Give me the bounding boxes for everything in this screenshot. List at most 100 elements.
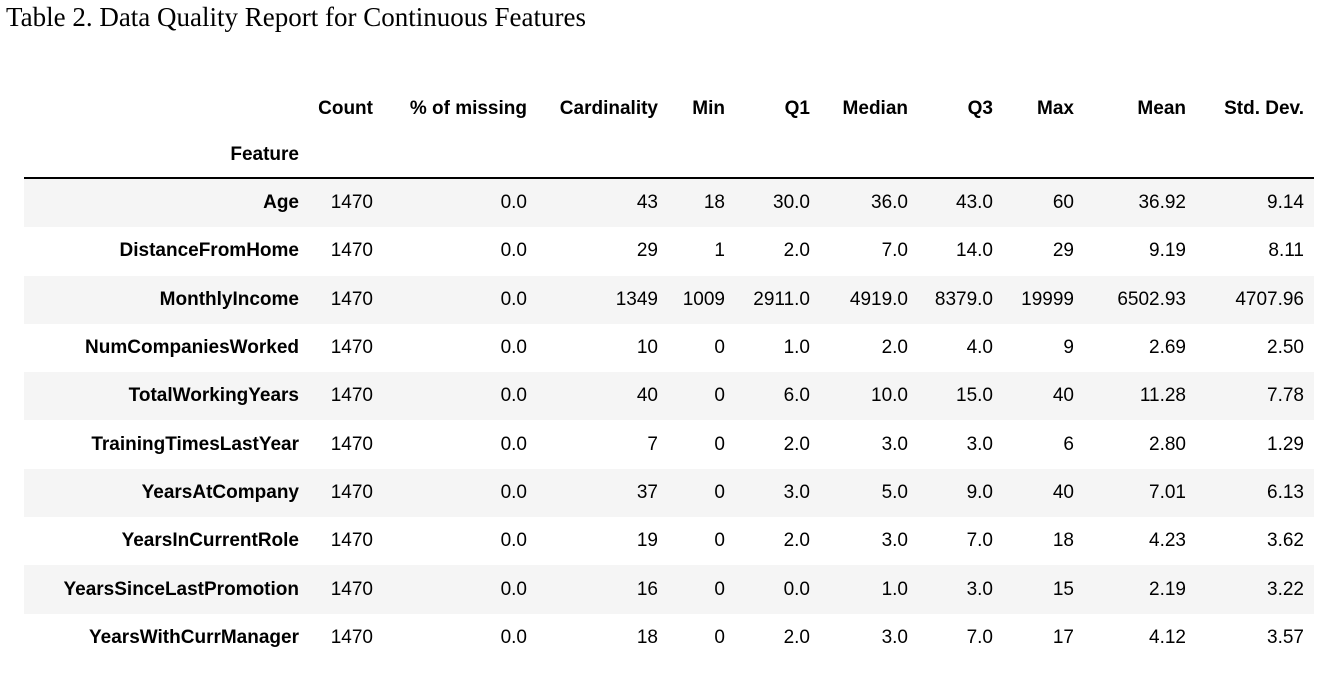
table-cell: 9.14 <box>1267 192 1304 214</box>
table-cell: 16 <box>636 578 658 600</box>
column-header-row: Count % of missing Cardinality Min Q1 Me… <box>24 82 1314 132</box>
table-cell: 15.0 <box>956 385 993 407</box>
index-header-row: Feature <box>24 132 1314 179</box>
table-cell: 43.0 <box>956 192 993 214</box>
table-cell: 18 <box>636 626 658 648</box>
table-cell: 1349 <box>615 288 658 310</box>
row-feature-name: YearsSinceLastPromotion <box>63 578 299 600</box>
table-cell: 0.0 <box>500 433 527 455</box>
table-cell: 36.92 <box>1138 192 1186 214</box>
table-cell: 8.11 <box>1268 240 1304 262</box>
row-feature-name: YearsInCurrentRole <box>121 530 299 552</box>
table-cell: 1470 <box>330 337 373 359</box>
table-cell: 9 <box>1063 337 1074 359</box>
table-row: MonthlyIncome 1470 0.0 1349 1009 2911.0 4919.0… <box>24 275 1314 324</box>
table-cell: 19999 <box>1021 288 1074 310</box>
table-cell: 0.0 <box>500 337 527 359</box>
table-cell: 29 <box>1052 240 1074 262</box>
index-header-blank <box>668 132 735 179</box>
index-header-blank <box>918 132 1003 179</box>
index-header-blank <box>309 132 383 179</box>
table-row: TotalWorkingYears 1470 0.0 40 0 6.0 10.0 15.0 40… <box>24 372 1314 421</box>
table-cell: 10 <box>636 337 658 359</box>
table-cell: 1.29 <box>1267 433 1304 455</box>
index-header-blank <box>1003 132 1084 179</box>
column-header: Count <box>318 97 373 119</box>
header-corner <box>24 82 309 132</box>
table-cell: 10.0 <box>871 385 908 407</box>
table-cell: 2.0 <box>783 240 810 262</box>
table-cell: 3.0 <box>966 578 993 600</box>
table-row: YearsWithCurrManager 1470 0.0 18 0 2.0 3.0 7.0 1… <box>24 613 1314 662</box>
table-cell: 1470 <box>330 481 373 503</box>
table-cell: 1470 <box>330 192 373 214</box>
table-cell: 2.0 <box>783 433 810 455</box>
table-cell: 2.0 <box>881 337 908 359</box>
table-cell: 0 <box>714 337 725 359</box>
table-cell: 15 <box>1052 578 1074 600</box>
table-cell: 14.0 <box>956 240 993 262</box>
column-header: Q3 <box>967 97 993 119</box>
table-row: YearsSinceLastPromotion 1470 0.0 16 0 0.0 1.0 3… <box>24 565 1314 614</box>
table-cell: 2911.0 <box>753 288 810 310</box>
table-cell: 40 <box>1052 481 1074 503</box>
row-feature-name: TrainingTimesLastYear <box>91 433 299 455</box>
table-cell: 4707.96 <box>1235 288 1304 310</box>
table-cell: 19 <box>636 530 658 552</box>
table-cell: 1.0 <box>881 578 908 600</box>
table-cell: 11.28 <box>1139 385 1186 407</box>
table-caption: Table 2. Data Quality Report for Continu… <box>6 2 586 32</box>
index-header-blank <box>735 132 820 179</box>
table-cell: 0 <box>714 530 725 552</box>
table-cell: 3.0 <box>881 530 908 552</box>
table-cell: 36.0 <box>871 192 908 214</box>
table-cell: 4.23 <box>1149 530 1186 552</box>
table-cell: 18 <box>1052 530 1074 552</box>
table-cell: 0 <box>714 578 725 600</box>
table-cell: 30.0 <box>773 192 810 214</box>
table-cell: 7 <box>647 433 658 455</box>
table-cell: 7.0 <box>966 626 993 648</box>
table-cell: 0 <box>714 385 725 407</box>
column-header: Median <box>842 97 908 119</box>
table-cell: 43 <box>636 192 658 214</box>
column-header: Mean <box>1137 97 1186 119</box>
table-cell: 1470 <box>330 433 373 455</box>
table-cell: 7.0 <box>881 240 908 262</box>
index-header-blank <box>1084 132 1196 179</box>
table-cell: 0 <box>714 626 725 648</box>
column-header: Q1 <box>784 97 810 119</box>
table-cell: 2.80 <box>1149 433 1186 455</box>
table-cell: 2.0 <box>783 530 810 552</box>
table-cell: 40 <box>1052 385 1074 407</box>
table-cell: 0.0 <box>783 578 810 600</box>
table-cell: 3.22 <box>1267 578 1304 600</box>
table-cell: 0.0 <box>500 530 527 552</box>
table-cell: 1 <box>714 240 725 262</box>
table-cell: 1470 <box>330 288 373 310</box>
column-header: Max <box>1037 97 1074 119</box>
table-cell: 0.0 <box>500 240 527 262</box>
table-row: YearsAtCompany 1470 0.0 37 0 3.0 5.0 9.0 40 7.01 6… <box>24 468 1314 518</box>
table-cell: 7.0 <box>966 530 993 552</box>
index-header: Feature <box>24 132 309 179</box>
row-feature-name: Age <box>263 192 299 214</box>
table-cell: 2.50 <box>1267 337 1304 359</box>
table-cell: 60 <box>1052 192 1074 214</box>
table-cell: 0 <box>714 481 725 503</box>
table-cell: 7.01 <box>1149 481 1186 503</box>
table-cell: 6 <box>1063 433 1074 455</box>
table-cell: 1470 <box>330 530 373 552</box>
table-row: NumCompaniesWorked 1470 0.0 10 0 1.0 2.0 4.0 9 2.… <box>24 323 1314 373</box>
table-cell: 40 <box>636 385 658 407</box>
table-cell: 2.0 <box>783 626 810 648</box>
table-cell: 1470 <box>330 626 373 648</box>
index-header-blank <box>820 132 918 179</box>
table-cell: 2.69 <box>1149 337 1186 359</box>
index-header-blank <box>383 132 537 179</box>
row-feature-name: YearsAtCompany <box>141 481 299 503</box>
table-cell: 0 <box>714 433 725 455</box>
table-cell: 3.0 <box>966 433 993 455</box>
table-row: DistanceFromHome 1470 0.0 29 1 2.0 7.0 14.0 29 9.… <box>24 227 1314 276</box>
table-cell: 3.0 <box>783 481 810 503</box>
